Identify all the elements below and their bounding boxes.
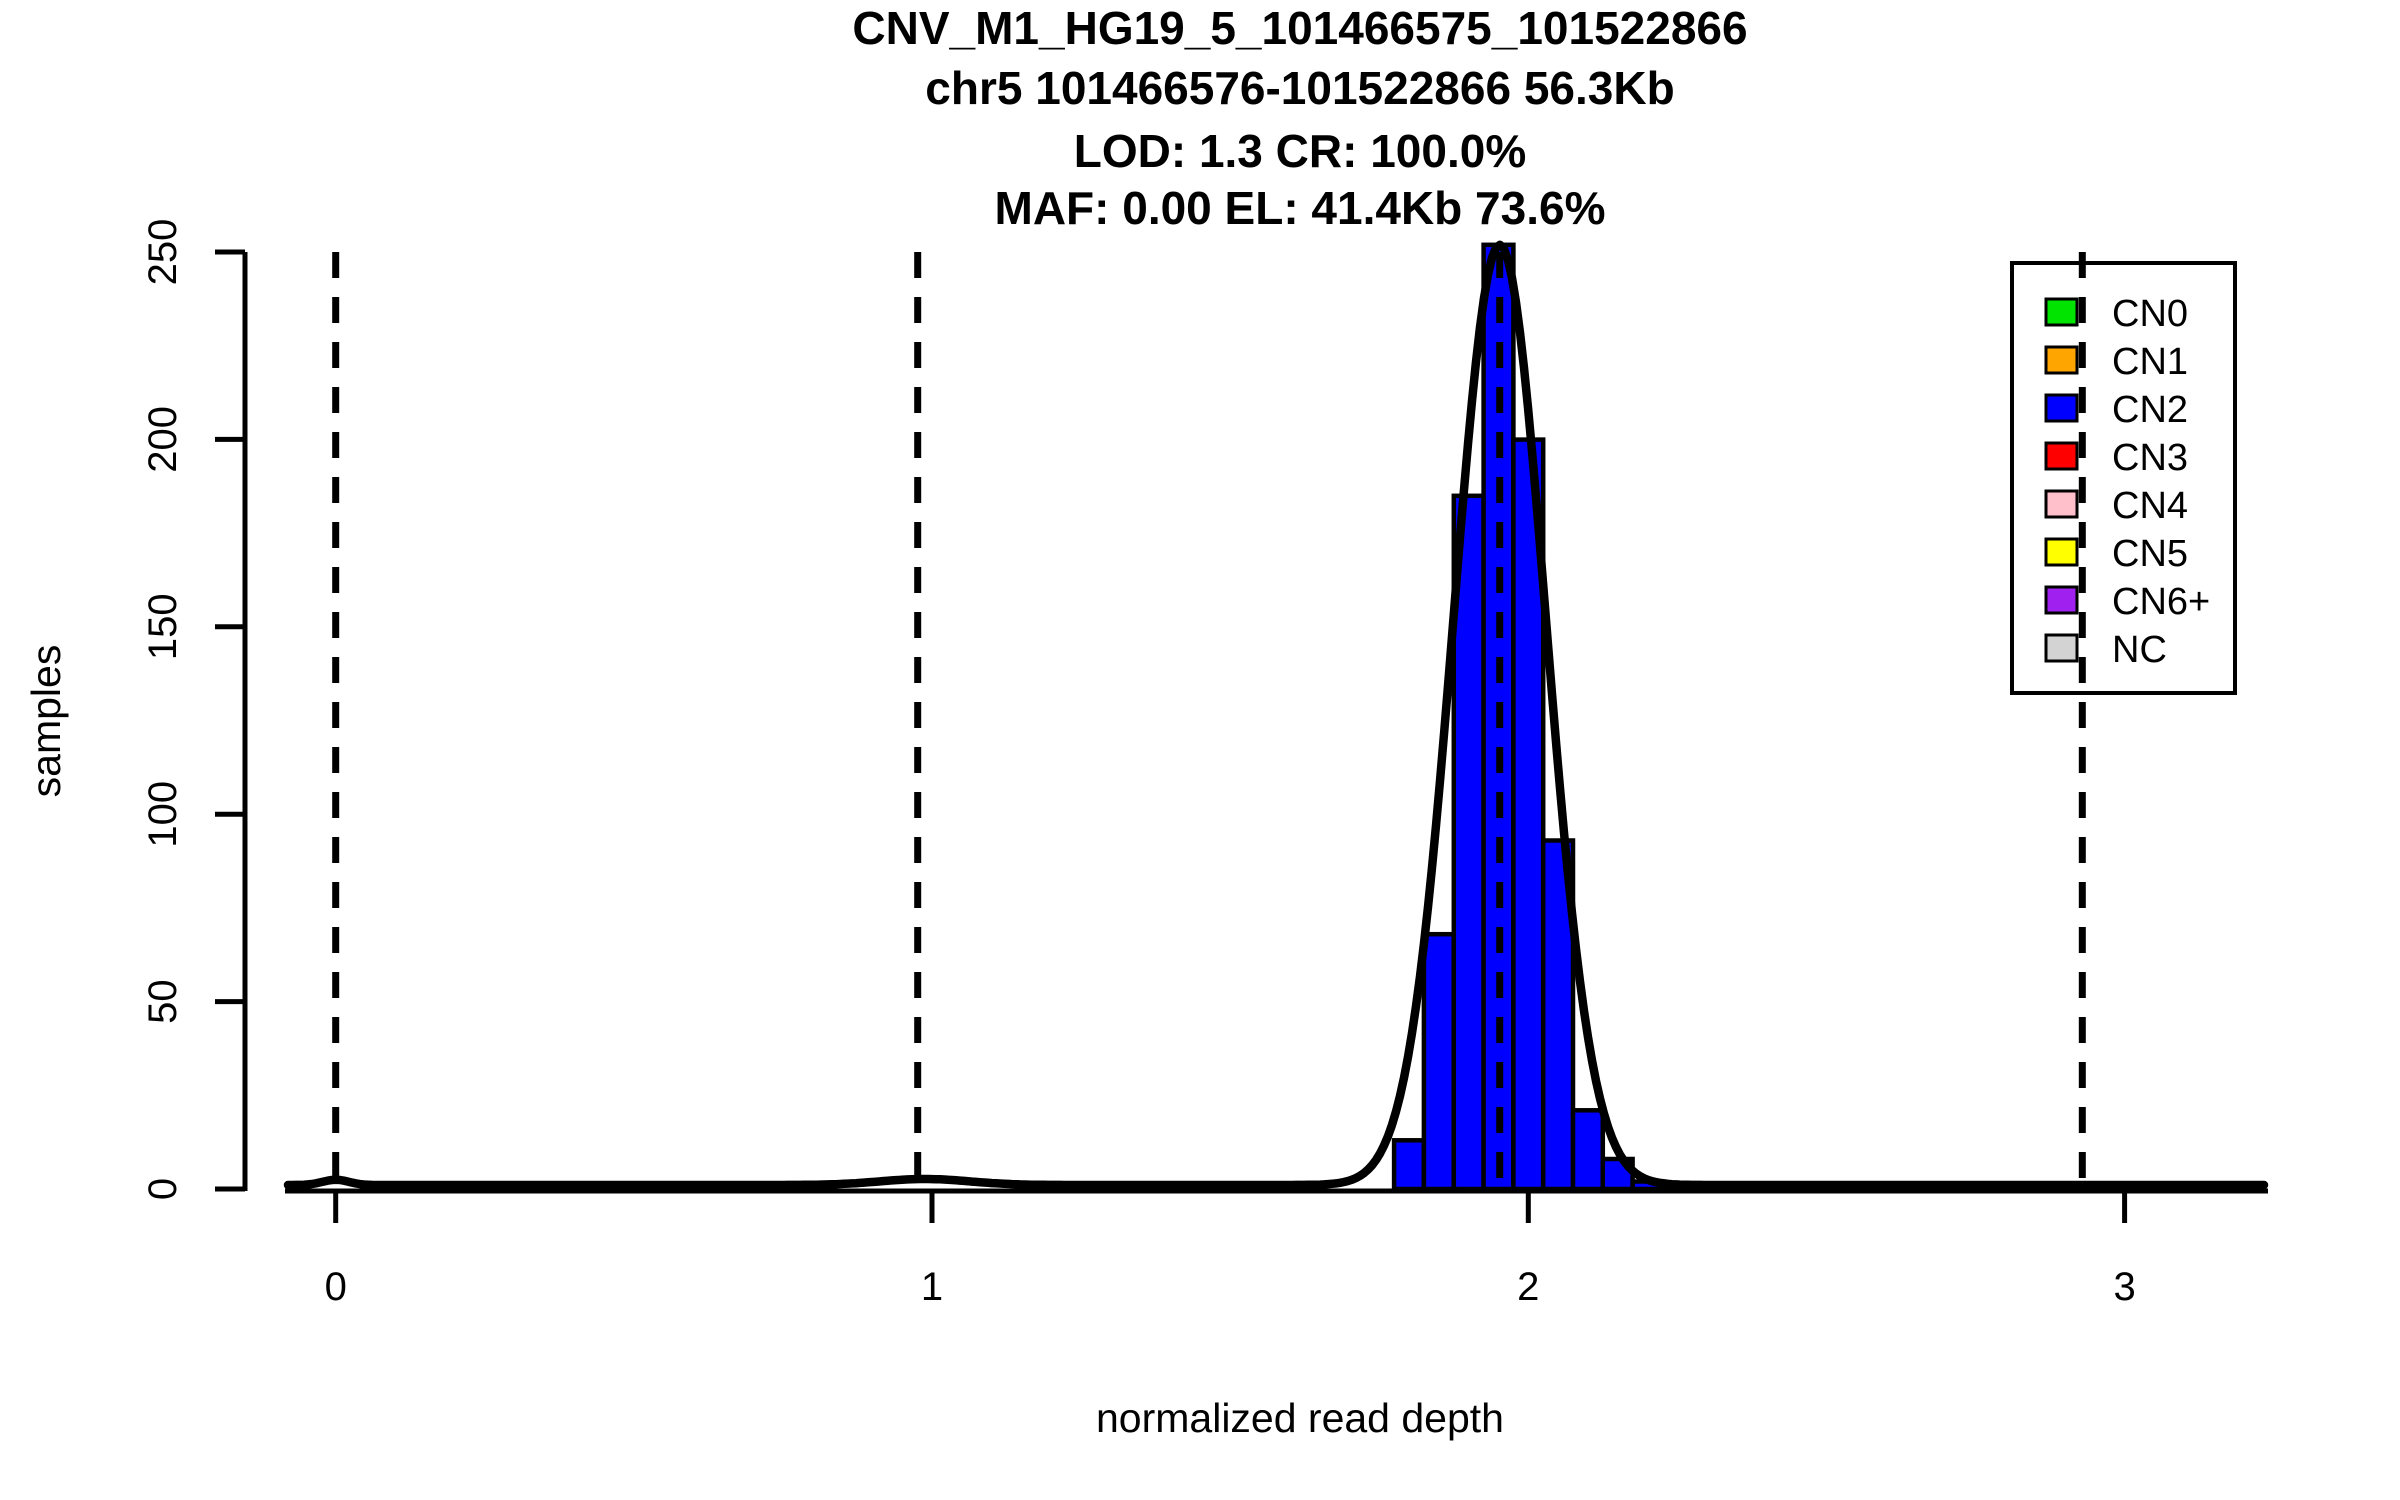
x-axis-title: normalized read depth [1096, 1395, 1504, 1441]
x-tick-label-0: 0 [325, 1265, 347, 1309]
x-tick-label-1: 1 [921, 1265, 943, 1309]
x-axis [285, 1188, 2268, 1223]
legend-label-cn2: CN2 [2112, 389, 2188, 431]
plot-title-line-3: LOD: 1.3 CR: 100.0% [1074, 125, 1526, 177]
legend-swatch-cn5 [2044, 537, 2079, 567]
y-tick-label-0: 0 [141, 1178, 185, 1200]
legend-items: CN0 CN1 CN2 CN3 CN4 CN5 CN6+ NC [2044, 293, 2210, 671]
legend-label-cn5: CN5 [2112, 533, 2188, 575]
x-tick-label-3: 3 [2113, 1265, 2135, 1309]
legend-swatch-cn1 [2044, 345, 2079, 375]
plot-title-line-2: chr5 101466576-101522866 56.3Kb [925, 62, 1674, 114]
y-tick-label-200: 200 [141, 406, 185, 473]
legend-label-cn3: CN3 [2112, 437, 2188, 479]
legend-swatch-cn0 [2044, 297, 2079, 327]
legend-box [2010, 261, 2237, 695]
copy-number-mean-lines [332, 252, 2086, 1189]
histogram-bar [1391, 1138, 1427, 1192]
y-tick-label-50: 50 [141, 979, 185, 1024]
density-curve-layer [283, 240, 2269, 1190]
legend-swatch-cn3 [2044, 441, 2079, 471]
plot-title-line-1: CNV_M1_HG19_5_101466575_101522866 [852, 2, 1747, 54]
legend: CN0 CN1 CN2 CN3 CN4 CN5 CN6+ NC [2010, 261, 2237, 695]
histogram-bars [1391, 242, 1695, 1192]
legend-label-nc: NC [2112, 629, 2167, 671]
y-axis-title: samples [23, 645, 69, 798]
y-tick-label-100: 100 [141, 781, 185, 848]
histogram-bar [1421, 931, 1456, 1192]
legend-swatch-cn2 [2044, 393, 2079, 423]
legend-swatch-cn4 [2044, 489, 2079, 519]
histogram-bar [1540, 838, 1576, 1192]
y-tick-label-250: 250 [141, 219, 185, 286]
legend-label-cn0: CN0 [2112, 293, 2188, 335]
plot-title: CNV_M1_HG19_5_101466575_101522866 chr5 1… [852, 2, 1747, 234]
density-curve [283, 240, 2269, 1190]
x-tick-label-2: 2 [1517, 1265, 1539, 1309]
legend-swatch-cn6plus [2044, 585, 2079, 615]
y-tick-label-150: 150 [141, 593, 185, 660]
plot-title-line-4: MAF: 0.00 EL: 41.4Kb 73.6% [995, 182, 1606, 234]
x-tick-labels: 0 1 2 3 [325, 1265, 2136, 1309]
y-axis [215, 249, 248, 1192]
legend-swatch-nc [2044, 633, 2079, 663]
histogram-bar [1570, 1108, 1606, 1192]
legend-label-cn1: CN1 [2112, 341, 2188, 383]
y-tick-labels: 0 50 100 150 200 250 [141, 219, 185, 1201]
legend-label-cn6plus: CN6+ [2112, 581, 2210, 623]
legend-label-cn4: CN4 [2112, 485, 2188, 527]
